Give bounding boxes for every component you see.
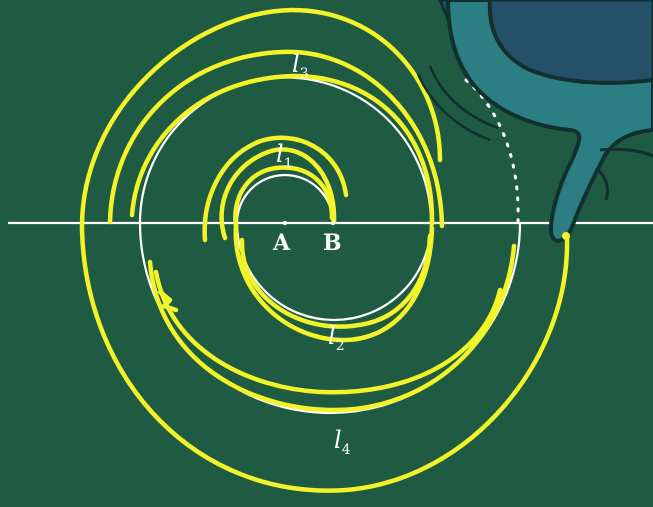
yellow-stroke-5 bbox=[239, 233, 433, 329]
yellow-stroke-11 bbox=[79, 7, 570, 493]
chalk-tip bbox=[562, 232, 570, 240]
curve-label-l3: l3 bbox=[292, 50, 309, 82]
finger-crease-1 bbox=[599, 147, 653, 158]
motion-line-1 bbox=[416, 73, 491, 142]
point-b-dot bbox=[330, 220, 336, 226]
yellow-stroke-4 bbox=[233, 223, 435, 343]
yellow-stroke-8 bbox=[147, 243, 517, 413]
point-a-dot bbox=[282, 220, 288, 226]
yellow-stroke-3 bbox=[202, 135, 349, 243]
point-b-label: B bbox=[323, 230, 342, 256]
yellow-stroke-2 bbox=[233, 165, 335, 229]
point-a-label: A bbox=[272, 230, 291, 256]
finger-crease-2 bbox=[595, 166, 610, 201]
curve-label-l2: l2 bbox=[328, 322, 345, 354]
hand-holding-chalk-icon bbox=[416, 0, 653, 243]
yellow-stroke-6 bbox=[129, 73, 435, 227]
curve-label-l4: l4 bbox=[334, 426, 351, 458]
motion-line-2 bbox=[428, 65, 499, 130]
yellow-stroke-9 bbox=[153, 269, 503, 395]
dotted-path bbox=[464, 78, 520, 224]
curve-label-l1: l1 bbox=[276, 140, 293, 172]
yellow-stroke-10 bbox=[157, 289, 179, 313]
yellow-stroke-7 bbox=[107, 49, 445, 229]
yellow-stroke-1 bbox=[219, 147, 337, 241]
yellow-spiral bbox=[79, 7, 570, 493]
